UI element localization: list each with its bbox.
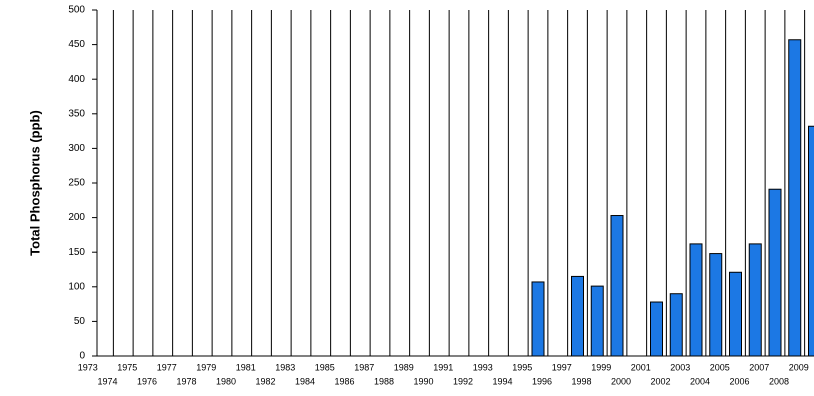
x-tick-label: 1979 (196, 362, 216, 372)
y-tick-label: 450 (68, 39, 85, 50)
y-tick-label: 200 (68, 212, 85, 223)
x-tick-label: 1996 (532, 376, 552, 386)
y-tick-label: 0 (79, 351, 85, 362)
x-tick-label: 2002 (650, 376, 670, 386)
bar (788, 39, 802, 357)
x-tick-label: 1991 (433, 362, 453, 372)
x-tick-label: 2000 (611, 376, 631, 386)
bar (768, 188, 782, 357)
x-tick-label: 1980 (216, 376, 236, 386)
x-tick-label: 1997 (552, 362, 572, 372)
x-tick-label: 1992 (453, 376, 473, 386)
bar (669, 293, 683, 357)
x-tick-label: 1995 (512, 362, 532, 372)
x-tick-label: 1989 (394, 362, 414, 372)
x-tick-label: 1975 (117, 362, 137, 372)
x-tick-label: 2006 (729, 376, 749, 386)
x-tick-label: 1982 (255, 376, 275, 386)
y-axis-title: Total Phosphorus (ppb) (27, 110, 42, 256)
bar (571, 275, 584, 357)
x-tick-label: 1974 (97, 376, 117, 386)
x-tick-label: 1978 (176, 376, 196, 386)
x-tick-label: 1984 (295, 376, 315, 386)
bar (709, 253, 723, 357)
y-tick-label: 350 (68, 108, 85, 119)
x-tick-label: 2001 (631, 362, 651, 372)
y-tick-label: 100 (68, 281, 85, 292)
x-tick-label: 1985 (315, 362, 335, 372)
y-tick-label: 50 (74, 316, 86, 327)
y-tick-label: 300 (68, 143, 85, 154)
x-tick-label: 1998 (571, 376, 591, 386)
x-tick-label: 1993 (473, 362, 493, 372)
x-tick-label: 2004 (690, 376, 710, 386)
y-tick-label: 250 (68, 178, 85, 189)
bar (610, 215, 624, 357)
x-tick-label: 1988 (374, 376, 394, 386)
bar (689, 243, 703, 357)
y-tick-label: 150 (68, 247, 85, 258)
x-tick-label: 1990 (413, 376, 433, 386)
x-tick-label: 1986 (334, 376, 354, 386)
x-tick-label: 1987 (354, 362, 374, 372)
x-tick-label: 1976 (137, 376, 157, 386)
x-tick-label: 2009 (789, 362, 809, 372)
x-tick-label: 2005 (710, 362, 730, 372)
x-tick-label: 1994 (492, 376, 512, 386)
bar (748, 243, 762, 357)
x-tick-label: 1999 (591, 362, 611, 372)
bar (590, 285, 604, 357)
x-tick-label: 1973 (78, 362, 98, 372)
bar (729, 271, 742, 357)
x-tick-label: 1983 (275, 362, 295, 372)
y-tick-label: 500 (68, 5, 85, 16)
x-tick-label: 1981 (236, 362, 256, 372)
bar (808, 125, 814, 357)
bar (531, 281, 545, 357)
x-tick-label: 1977 (157, 362, 177, 372)
x-tick-label: 2008 (769, 376, 789, 386)
x-tick-label: 2003 (670, 362, 690, 372)
bar (650, 301, 663, 357)
y-tick-label: 400 (68, 74, 85, 85)
x-tick-label: 2007 (749, 362, 769, 372)
